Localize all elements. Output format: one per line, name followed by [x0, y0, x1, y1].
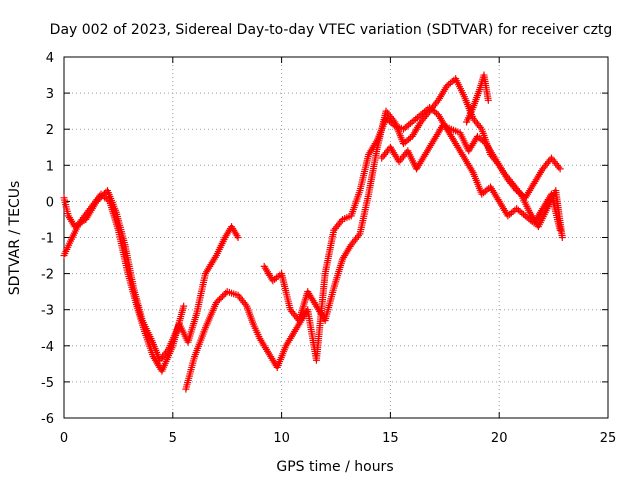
chart-title: Day 002 of 2023, Sidereal Day-to-day VTE…: [50, 22, 613, 38]
grid: [64, 57, 608, 418]
series-track-5: [378, 122, 566, 241]
data-point: [219, 292, 227, 300]
x-tick-label: 25: [600, 431, 617, 446]
y-axis-label: SDTVAR / TECUs: [7, 181, 23, 296]
y-tick-label: 0: [46, 195, 54, 210]
y-tick-label: -4: [41, 340, 54, 355]
y-tick-label: -6: [41, 412, 54, 427]
series-track-2: [60, 190, 188, 375]
x-axis-label: GPS time / hours: [276, 459, 393, 475]
y-tick-label: -1: [41, 232, 54, 247]
data-point: [220, 291, 228, 299]
y-tick-label: -3: [41, 304, 54, 319]
y-tick-label: -5: [41, 376, 54, 391]
x-tick-label: 10: [273, 431, 290, 446]
series-track-6: [463, 71, 492, 126]
x-tick-label: 0: [60, 431, 68, 446]
data-point: [484, 96, 492, 104]
series-track-4: [260, 75, 564, 325]
data-point: [180, 302, 188, 310]
data-point: [222, 289, 230, 297]
y-tick-label: -2: [41, 268, 54, 283]
x-tick-label: 5: [169, 431, 177, 446]
y-tick-label: 1: [46, 159, 54, 174]
data-point: [234, 234, 242, 241]
x-tick-label: 15: [382, 431, 399, 446]
y-tick-label: 3: [46, 87, 54, 102]
axis-ticks: 0 5 10 15 20 25 -6 -5 -4 -3 -2 -1 0 1 2 3 4: [41, 51, 616, 446]
series-track-3: [182, 104, 564, 393]
y-tick-label: 2: [46, 123, 54, 138]
data-point: [217, 294, 225, 302]
data-point: [215, 295, 223, 303]
data-point: [214, 297, 222, 305]
data-point: [556, 165, 564, 173]
data-point: [212, 298, 220, 306]
y-tick-label: 4: [46, 51, 54, 66]
x-tick-label: 20: [491, 431, 508, 446]
data-marks: [60, 71, 566, 393]
data-point: [558, 234, 566, 241]
